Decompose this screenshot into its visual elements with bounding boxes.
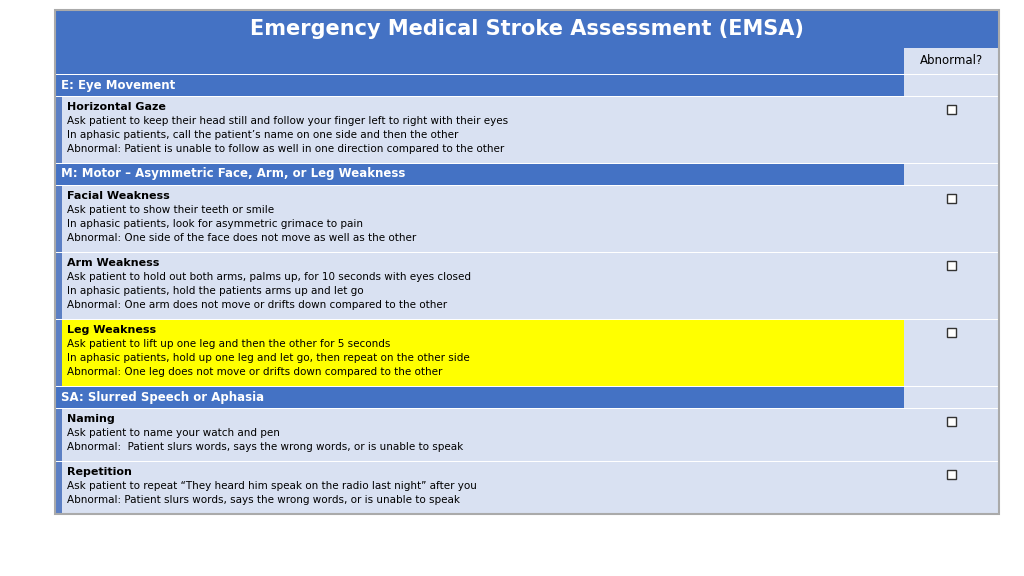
Text: Facial Weakness: Facial Weakness — [67, 191, 170, 201]
Bar — [904, 386, 999, 408]
Bar — [55, 48, 904, 74]
Bar — [904, 48, 999, 74]
Text: In aphasic patients, call the patient’s name on one side and then the other: In aphasic patients, call the patient’s … — [67, 130, 459, 140]
Text: E: Eye Movement: E: Eye Movement — [61, 78, 175, 92]
Text: In aphasic patients, look for asymmetric grimace to pain: In aphasic patients, look for asymmetric… — [67, 219, 362, 229]
Text: Abnormal?: Abnormal? — [920, 55, 983, 67]
Text: Ask patient to show their teeth or smile: Ask patient to show their teeth or smile — [67, 205, 274, 215]
Text: Ask patient to keep their head still and follow your finger left to right with t: Ask patient to keep their head still and… — [67, 116, 508, 126]
Bar — [55, 10, 999, 48]
Text: Abnormal: One side of the face does not move as well as the other: Abnormal: One side of the face does not … — [67, 233, 416, 243]
Bar — [55, 408, 904, 461]
Bar — [904, 96, 999, 163]
Bar — [55, 162, 999, 164]
Text: Horizontal Gaze: Horizontal Gaze — [67, 102, 166, 112]
Bar — [55, 163, 904, 185]
Bar — [947, 469, 956, 479]
Bar — [947, 194, 956, 203]
Bar — [55, 386, 904, 408]
Bar — [55, 185, 62, 252]
Bar — [904, 319, 999, 386]
Bar — [947, 104, 956, 113]
Text: Abnormal:  Patient slurs words, says the wrong words, or is unable to speak: Abnormal: Patient slurs words, says the … — [67, 442, 463, 452]
Text: Emergency Medical Stroke Assessment (EMSA): Emergency Medical Stroke Assessment (EMS… — [250, 19, 804, 39]
Bar — [904, 74, 999, 96]
Text: Ask patient to hold out both arms, palms up, for 10 seconds with eyes closed: Ask patient to hold out both arms, palms… — [67, 272, 471, 282]
Bar — [904, 252, 999, 319]
Text: Abnormal: Patient is unable to follow as well in one direction compared to the o: Abnormal: Patient is unable to follow as… — [67, 144, 504, 154]
Bar — [55, 185, 904, 252]
Bar — [55, 408, 62, 461]
Bar — [55, 96, 999, 97]
Text: In aphasic patients, hold the patients arms up and let go: In aphasic patients, hold the patients a… — [67, 286, 364, 296]
Bar — [55, 96, 62, 163]
Text: In aphasic patients, hold up one leg and let go, then repeat on the other side: In aphasic patients, hold up one leg and… — [67, 353, 470, 363]
Bar — [55, 319, 62, 386]
Bar — [55, 184, 999, 186]
Bar — [904, 163, 999, 185]
Bar — [55, 252, 904, 319]
Text: Arm Weakness: Arm Weakness — [67, 258, 160, 268]
Bar — [947, 328, 956, 336]
Bar — [904, 461, 999, 514]
Bar — [55, 74, 904, 96]
Bar — [55, 10, 999, 514]
Bar — [55, 461, 904, 514]
Bar — [55, 252, 62, 319]
Text: Repetition: Repetition — [67, 467, 132, 477]
Bar — [55, 74, 999, 75]
Text: Ask patient to lift up one leg and then the other for 5 seconds: Ask patient to lift up one leg and then … — [67, 339, 390, 349]
Bar — [55, 319, 904, 386]
Text: Ask patient to name your watch and pen: Ask patient to name your watch and pen — [67, 428, 280, 438]
Bar — [55, 252, 999, 253]
Bar — [55, 385, 999, 387]
Bar — [947, 416, 956, 426]
Bar — [904, 185, 999, 252]
Text: Abnormal: Patient slurs words, says the wrong words, or is unable to speak: Abnormal: Patient slurs words, says the … — [67, 495, 460, 505]
Bar — [947, 260, 956, 270]
Text: SA: Slurred Speech or Aphasia: SA: Slurred Speech or Aphasia — [61, 391, 264, 404]
Bar — [55, 460, 999, 462]
Bar — [55, 319, 999, 320]
Bar — [55, 461, 62, 514]
Bar — [55, 407, 999, 409]
Text: Ask patient to repeat “They heard him speak on the radio last night” after you: Ask patient to repeat “They heard him sp… — [67, 481, 477, 491]
Text: Abnormal: One leg does not move or drifts down compared to the other: Abnormal: One leg does not move or drift… — [67, 367, 442, 377]
Bar — [904, 408, 999, 461]
Text: Abnormal: One arm does not move or drifts down compared to the other: Abnormal: One arm does not move or drift… — [67, 300, 447, 310]
Bar — [55, 96, 904, 163]
Text: Naming: Naming — [67, 414, 115, 424]
Text: Leg Weakness: Leg Weakness — [67, 325, 156, 335]
Text: M: Motor – Asymmetric Face, Arm, or Leg Weakness: M: Motor – Asymmetric Face, Arm, or Leg … — [61, 168, 406, 180]
